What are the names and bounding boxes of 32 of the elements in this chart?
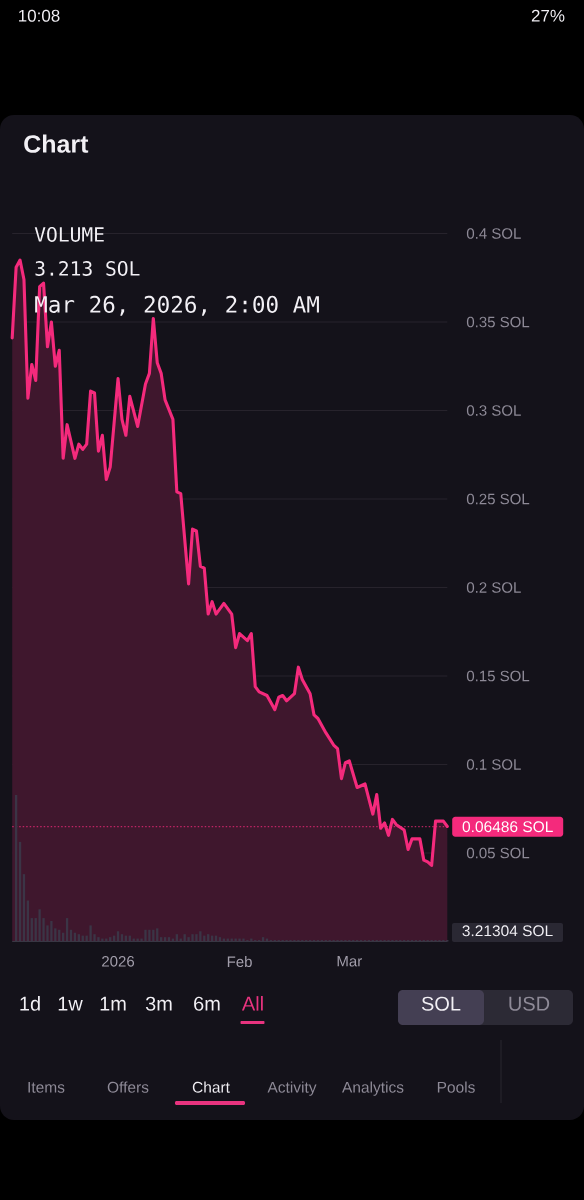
y-tick-label: 0.3 SOL [466,405,521,416]
text: All [241,996,263,1011]
text: 1w [58,996,83,1011]
ref-line-label: 0.06486 SOL [462,821,553,833]
text: 10:08 [19,9,60,22]
y-tick-label: 0.15 SOL [466,670,530,682]
text: 3m [145,996,172,1011]
annotation: 3.213 SOL [35,261,140,276]
x-tick-label: Mar [337,956,362,967]
text: SOL [421,996,461,1011]
text: USD [509,996,550,1011]
text: Pools [437,1081,475,1093]
y-tick-label: 0.2 SOL [466,582,521,593]
y-tick-label: 0.05 SOL [466,847,530,859]
text: 1d [20,996,40,1011]
x-tick-label: 2026 [102,956,135,967]
text: 1m [100,996,126,1011]
y-tick-label: 0.4 SOL [466,228,521,239]
text: Activity [267,1081,317,1096]
text: Offers [107,1081,149,1093]
chart-title: Chart [24,134,89,153]
y-tick-label: 0.1 SOL [466,759,521,770]
annotation: VOLUME [34,227,104,242]
text: Chart [192,1081,230,1093]
text: Analytics [342,1081,404,1096]
y-tick-label: 0.35 SOL [466,316,530,328]
text: 6m [194,996,220,1011]
text: Items [28,1081,65,1093]
text: 27% [531,9,565,22]
y-tick-label: 0.25 SOL [466,493,530,505]
x-tick-label: Feb [227,956,252,968]
text: 3.21304 SOL [462,925,553,937]
